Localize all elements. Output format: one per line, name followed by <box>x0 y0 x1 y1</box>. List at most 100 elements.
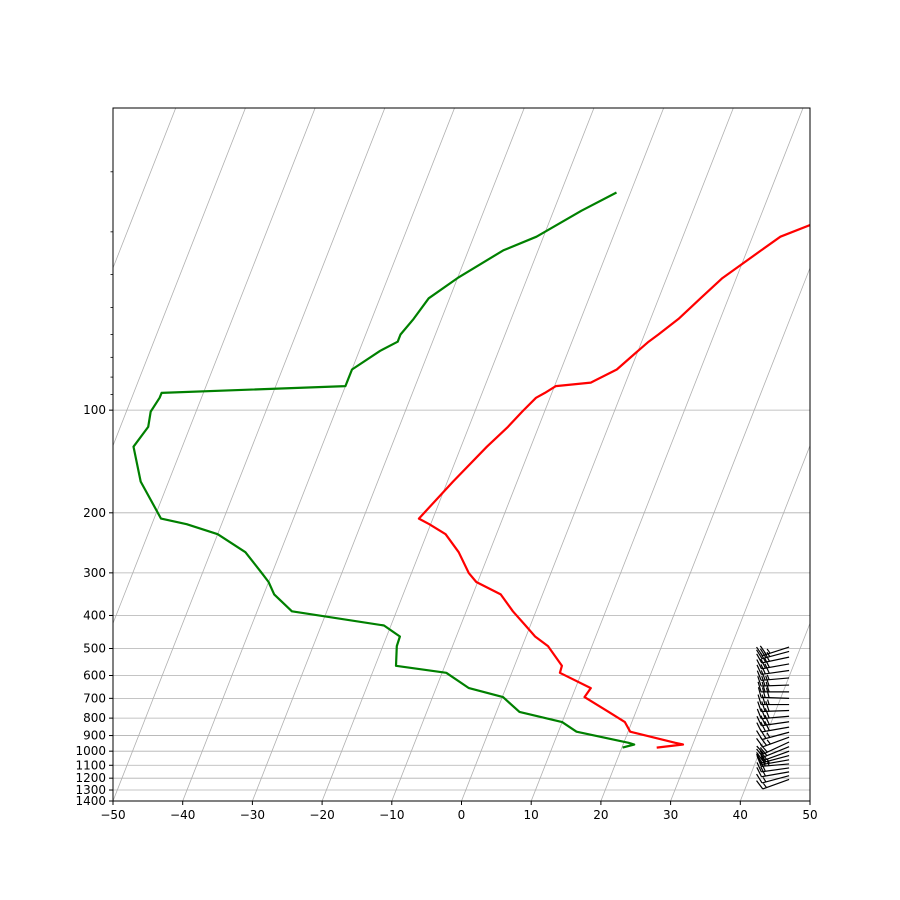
wind-barb-shaft <box>761 656 790 664</box>
temperature-profile <box>417 223 810 749</box>
wind-barb-flag <box>761 681 766 693</box>
y-tick-label: 200 <box>83 506 106 520</box>
wind-barb-flag <box>757 694 762 705</box>
x-tick-label: −30 <box>240 808 265 822</box>
y-tick-label: 1100 <box>75 758 106 772</box>
wind-barb-flag <box>756 753 763 764</box>
wind-barbs <box>756 645 790 790</box>
wind-barb-flag <box>764 663 770 674</box>
wind-barb-flag <box>756 646 763 657</box>
wind-barb <box>756 670 790 682</box>
wind-barb-flag <box>760 708 766 719</box>
skewed-isotherm <box>182 108 455 801</box>
y-tick-label: 500 <box>83 642 106 656</box>
wind-barb-shaft <box>761 767 790 773</box>
wind-barb-flag <box>756 715 762 726</box>
skewed-isotherm <box>252 108 525 801</box>
wind-barb-shaft <box>761 763 790 767</box>
wind-barb <box>756 657 790 670</box>
wind-barb-shaft <box>762 646 790 657</box>
y-tick-label: 1300 <box>75 783 106 797</box>
wind-barb-flag <box>756 738 764 748</box>
wind-barb <box>756 648 790 660</box>
wind-barb <box>756 708 790 720</box>
wind-barb-shaft <box>761 754 790 764</box>
wind-barb-shaft <box>762 778 790 790</box>
wind-barb-shaft <box>762 750 790 762</box>
wind-barb-flag <box>759 645 767 655</box>
wind-barb-shaft <box>763 741 790 755</box>
wind-barb-shaft <box>761 669 790 675</box>
wind-barb-flag <box>759 750 768 760</box>
x-tick-label: 40 <box>733 808 748 822</box>
plot-area <box>113 108 810 801</box>
wind-barb-half-flag <box>762 777 767 783</box>
wind-barb-flag <box>756 722 763 733</box>
wind-barb-shaft <box>761 650 790 660</box>
wind-barb-shaft <box>762 736 790 748</box>
wind-barb-flag <box>760 670 766 681</box>
y-tick-label: 700 <box>83 691 106 705</box>
wind-barb-shaft <box>761 684 790 687</box>
wind-barb-flag <box>757 675 762 687</box>
wind-barb-flag <box>765 687 770 698</box>
wind-barb-flag <box>756 730 763 740</box>
wind-barb-half-flag <box>766 739 771 745</box>
wind-barb-flag <box>756 752 764 762</box>
skewed-isotherm <box>461 108 734 801</box>
wind-barb-half-flag <box>766 651 771 657</box>
x-tick-label: −50 <box>100 808 125 822</box>
wind-barb-flag <box>765 681 770 693</box>
y-axis: 1002003004005006007008009001000110012001… <box>75 171 113 808</box>
wind-barb-half-flag <box>762 783 768 788</box>
skewed-isotherm <box>113 108 246 447</box>
wind-barb-flag <box>757 681 762 693</box>
x-tick-label: 30 <box>663 808 678 822</box>
wind-barb <box>757 681 790 693</box>
skewed-isotherms <box>113 108 810 801</box>
wind-barb-flag <box>760 658 766 669</box>
wind-barb-half-flag <box>766 674 770 680</box>
wind-barb <box>757 687 790 699</box>
wind-barb-shaft <box>761 775 790 784</box>
wind-barb-shaft <box>761 677 790 682</box>
wind-barb-flag <box>761 701 766 712</box>
wind-barb-flag <box>756 653 763 664</box>
wind-barb-flag <box>764 708 770 719</box>
wind-barb <box>756 750 790 762</box>
skewed-isotherm <box>113 108 177 270</box>
x-tick-label: 0 <box>458 808 466 822</box>
skewed-isotherm <box>530 108 804 801</box>
wind-barb <box>756 645 790 657</box>
grid-layer <box>113 409 810 801</box>
wind-barb-flag <box>756 755 763 765</box>
wind-barb <box>756 720 790 733</box>
wind-barb-flag <box>757 701 762 712</box>
wind-barb-flag <box>756 762 762 773</box>
y-tick-label: 100 <box>83 403 106 417</box>
wind-barb-flag <box>756 708 762 719</box>
wind-barb-flag <box>760 721 766 732</box>
wind-barb <box>757 694 790 706</box>
x-tick-label: −10 <box>379 808 404 822</box>
skewed-isotherm <box>391 108 665 801</box>
dewpoint-profile <box>132 191 636 749</box>
y-tick-label: 1000 <box>75 744 106 758</box>
wind-barb-shaft <box>762 746 790 758</box>
wind-barb-flag <box>759 648 767 658</box>
wind-barb <box>756 773 790 784</box>
wind-barb-flag <box>756 649 763 660</box>
wind-barb-flag <box>756 664 762 675</box>
wind-barb-flag <box>764 657 770 668</box>
x-tick-label: −20 <box>309 808 334 822</box>
wind-barb-shaft <box>761 731 790 741</box>
wind-barb-shaft <box>761 759 790 766</box>
x-tick-label: −40 <box>170 808 195 822</box>
x-tick-label: 10 <box>524 808 539 822</box>
y-tick-label: 900 <box>83 729 106 743</box>
wind-barb-shaft <box>761 715 790 720</box>
wind-barb-flag <box>756 767 763 777</box>
wind-barb-flag <box>764 720 770 731</box>
y-tick-label: 300 <box>83 566 106 580</box>
skewed-isotherm <box>321 108 595 801</box>
